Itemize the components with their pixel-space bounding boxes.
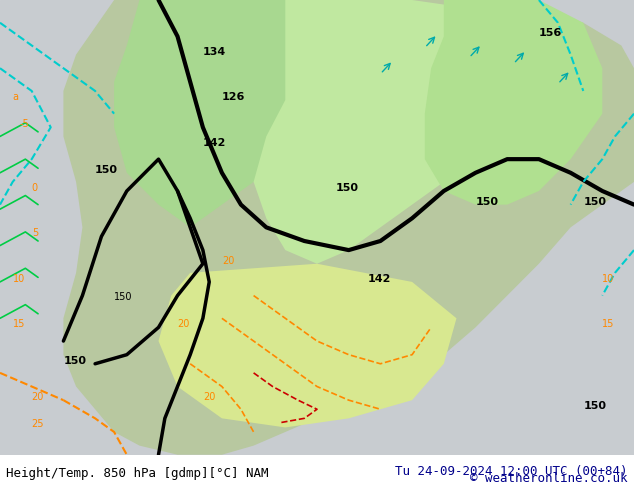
Polygon shape <box>63 0 634 455</box>
Text: 134: 134 <box>203 47 226 56</box>
Text: -5: -5 <box>19 120 29 129</box>
Text: 25: 25 <box>32 419 44 429</box>
Polygon shape <box>254 0 520 264</box>
Text: 5: 5 <box>32 228 38 239</box>
Polygon shape <box>158 264 456 427</box>
Text: 150: 150 <box>114 292 133 302</box>
Text: 15: 15 <box>602 319 615 329</box>
Text: 150: 150 <box>583 401 606 411</box>
Text: © weatheronline.co.uk: © weatheronline.co.uk <box>470 472 628 485</box>
Text: 156: 156 <box>539 28 562 38</box>
Text: 20: 20 <box>178 319 190 329</box>
Text: 142: 142 <box>203 138 226 147</box>
Text: 142: 142 <box>368 274 391 284</box>
Polygon shape <box>425 0 602 205</box>
Text: 10: 10 <box>13 274 25 284</box>
Text: 150: 150 <box>476 196 498 207</box>
Text: a: a <box>13 92 18 102</box>
Polygon shape <box>114 0 349 227</box>
Text: 20: 20 <box>222 256 235 266</box>
Text: 150: 150 <box>583 196 606 207</box>
Text: 20: 20 <box>32 392 44 402</box>
Text: 0: 0 <box>32 183 38 193</box>
Text: 10: 10 <box>602 274 614 284</box>
Text: 150: 150 <box>63 356 86 366</box>
Text: Tu 24-09-2024 12:00 UTC (00+84): Tu 24-09-2024 12:00 UTC (00+84) <box>395 466 628 478</box>
Text: 126: 126 <box>222 92 245 102</box>
Text: 150: 150 <box>95 165 118 175</box>
Text: 20: 20 <box>203 392 216 402</box>
Text: Height/Temp. 850 hPa [gdmp][°C] NAM: Height/Temp. 850 hPa [gdmp][°C] NAM <box>6 467 269 480</box>
Text: 150: 150 <box>336 183 359 193</box>
Text: 15: 15 <box>13 319 25 329</box>
